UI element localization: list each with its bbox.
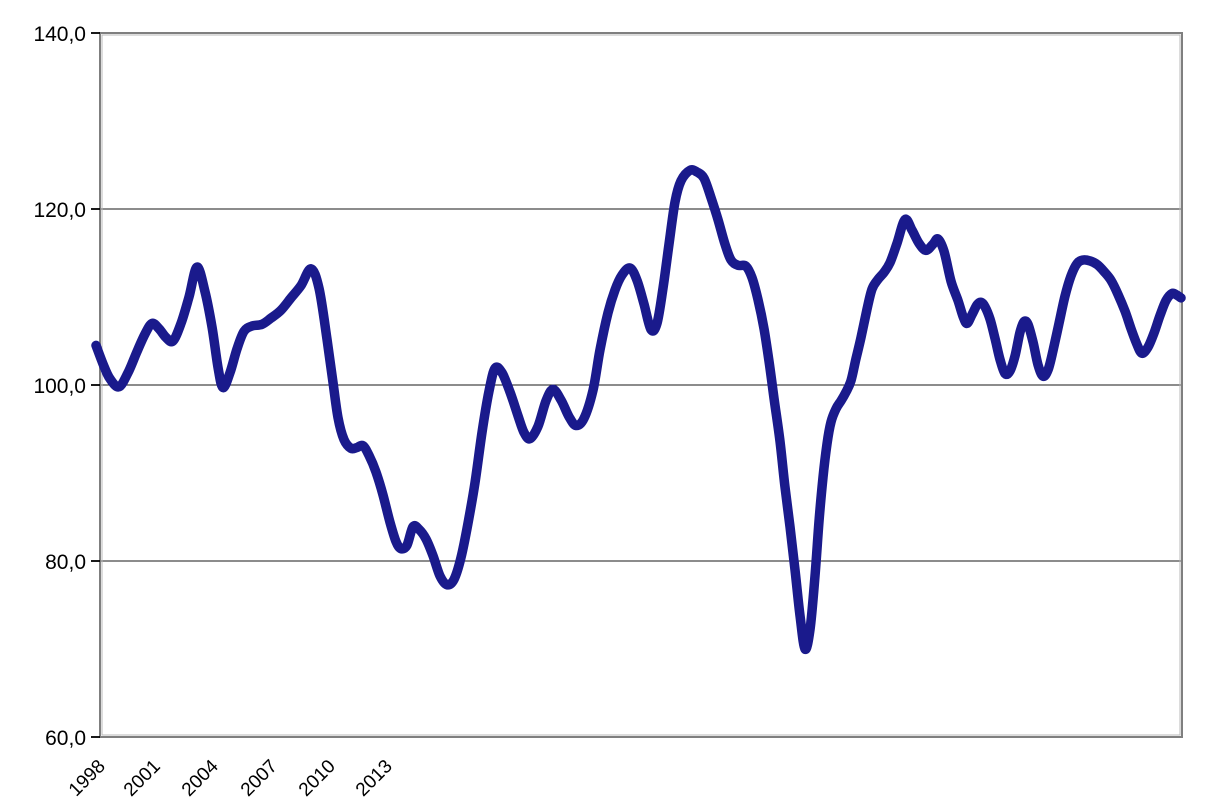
y-axis-label: 120,0 bbox=[33, 199, 86, 222]
x-axis-label: 2007 bbox=[237, 756, 282, 801]
plot-frame-inner bbox=[101, 34, 1181, 736]
x-axis-label: 1998 bbox=[65, 756, 110, 801]
x-axis-label: 2013 bbox=[352, 756, 397, 801]
series-line bbox=[91, 165, 1186, 655]
y-axis-label: 60,0 bbox=[45, 727, 86, 750]
x-axis-label: 2004 bbox=[178, 756, 223, 801]
y-axis-label: 100,0 bbox=[33, 375, 86, 398]
x-axis-label: 2010 bbox=[295, 756, 340, 801]
x-axis-label: 2001 bbox=[120, 756, 165, 801]
y-axis-label: 140,0 bbox=[33, 23, 86, 46]
y-axis-label: 80,0 bbox=[45, 551, 86, 574]
